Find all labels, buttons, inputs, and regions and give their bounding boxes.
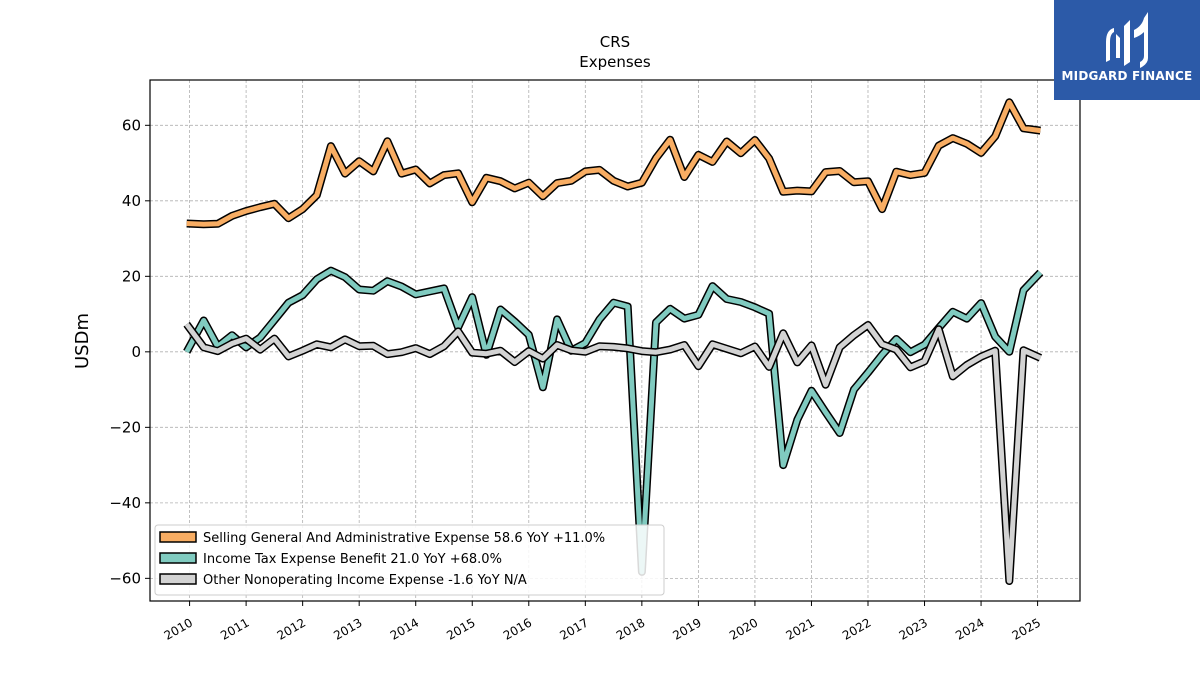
y-tick-label: −40	[109, 494, 141, 512]
x-tick-label: 2012	[275, 615, 308, 642]
series-line-selling-general-and-administrative-expense	[186, 99, 1041, 227]
x-axis-ticks: 2010 2011 2012 2013 2014 2015 2016 2017 2018 2019…	[162, 601, 1043, 643]
x-tick-label: 2011	[218, 615, 251, 642]
grid-lines	[150, 80, 1080, 601]
x-tick-label: 2017	[557, 615, 590, 642]
series-outline-selling-general-and-administrative-expense	[186, 98, 1041, 229]
x-tick-label: 2022	[840, 615, 873, 642]
x-tick-label: 2020	[727, 615, 760, 642]
chart-title: CRS	[600, 33, 630, 51]
legend-label: Income Tax Expense Benefit 21.0 YoY +68.…	[203, 552, 502, 567]
brand-emblem-icon	[1106, 12, 1148, 68]
legend-label: Selling General And Administrative Expen…	[203, 531, 605, 546]
x-tick-label: 2015	[444, 615, 477, 642]
x-tick-label: 2013	[331, 615, 364, 642]
x-tick-label: 2019	[670, 615, 703, 642]
chart-subtitle: Expenses	[579, 53, 651, 71]
x-tick-label: 2023	[897, 615, 930, 642]
x-tick-label: 2014	[388, 615, 421, 642]
brand-logo: MIDGARD FINANCE	[1054, 0, 1200, 100]
y-tick-label: −20	[109, 418, 141, 436]
series-line-other-nonoperating-income-expense	[184, 322, 1042, 584]
legend-box	[154, 524, 665, 596]
x-tick-label: 2018	[614, 615, 647, 642]
series-line-income-tax-expense-benefit	[184, 268, 1043, 575]
y-tick-label: −60	[109, 569, 141, 587]
legend-swatch	[159, 552, 197, 564]
legend-label: Other Nonoperating Income Expense -1.6 Y…	[203, 573, 527, 588]
y-tick-label: 60	[122, 116, 141, 134]
y-tick-label: 0	[131, 343, 141, 361]
legend-swatch	[159, 573, 197, 585]
x-tick-label: 2024	[953, 615, 986, 642]
legend-swatch	[159, 531, 197, 543]
x-tick-label: 2021	[784, 615, 817, 642]
y-tick-label: 40	[122, 192, 141, 210]
y-axis-ticks: −60 −40 −20 0 20 40 60	[109, 116, 150, 587]
x-tick-label: 2010	[162, 615, 195, 642]
x-tick-label: 2016	[501, 615, 534, 642]
series-layer	[183, 98, 1044, 585]
y-axis-label: USDm	[72, 313, 93, 369]
y-tick-label: 20	[122, 267, 141, 285]
legend: Selling General And Administrative Expen…	[154, 524, 665, 596]
x-tick-label: 2025	[1010, 615, 1043, 642]
plot-frame	[149, 79, 1081, 602]
brand-name: MIDGARD FINANCE	[1061, 69, 1193, 83]
